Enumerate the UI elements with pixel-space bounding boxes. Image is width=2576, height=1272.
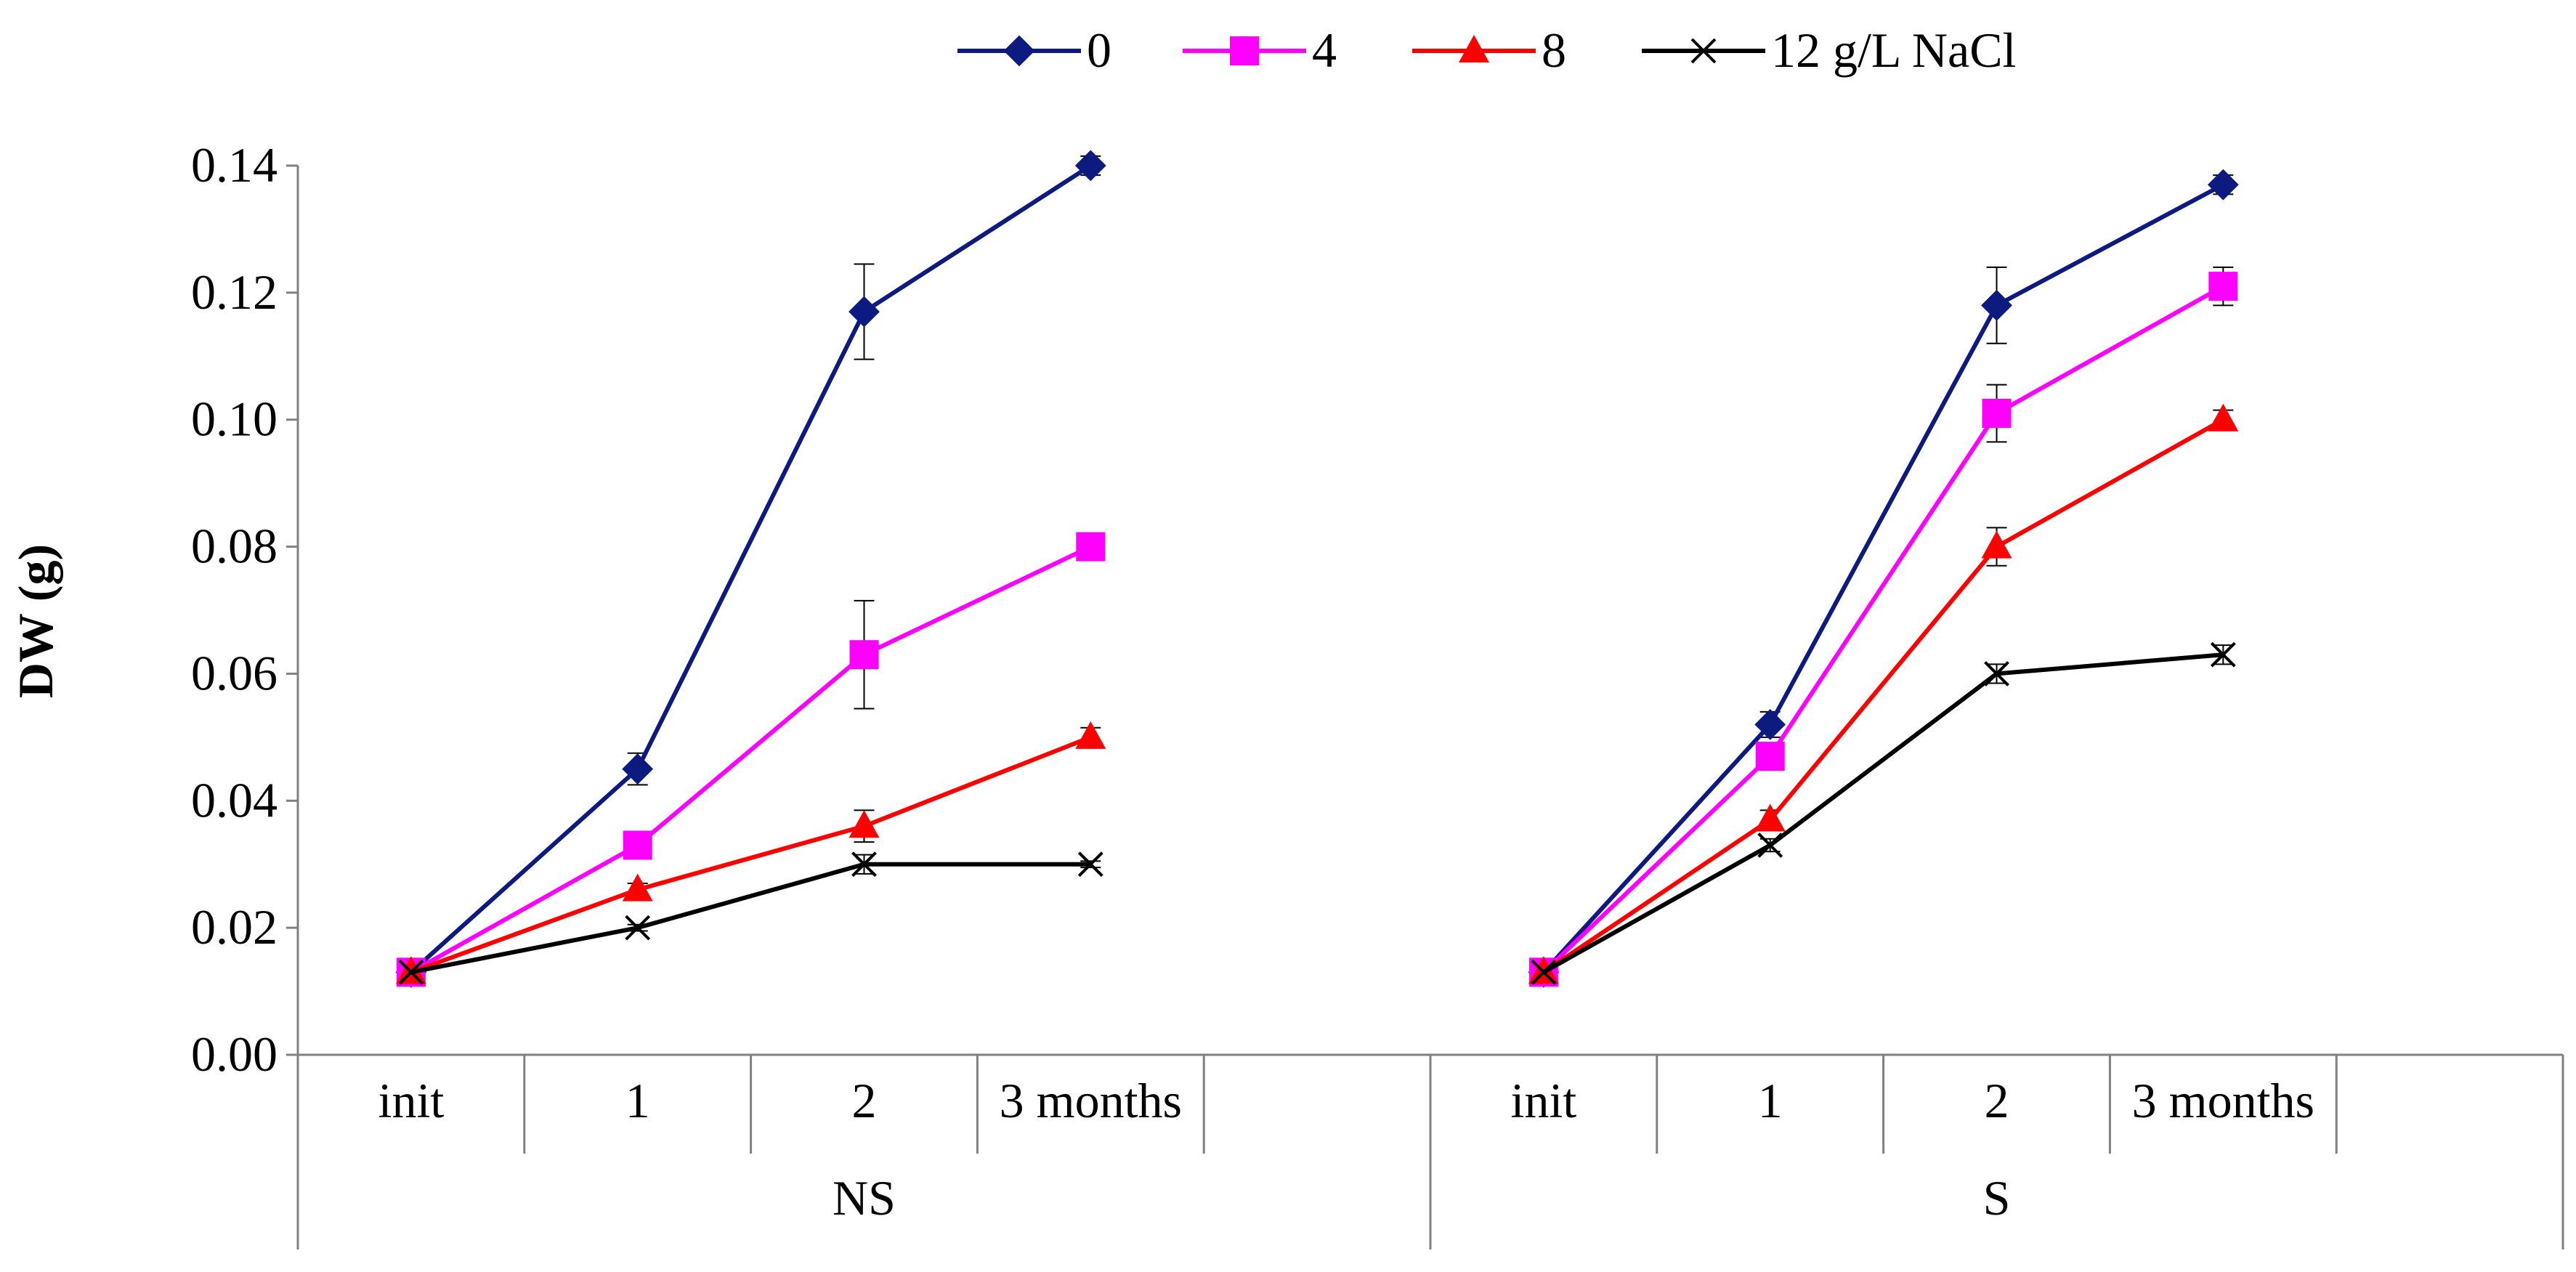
- marker-stroke: [1531, 959, 1557, 985]
- data-point: [848, 296, 880, 328]
- x-group-label: S: [1983, 1170, 2011, 1226]
- data-point: [2208, 403, 2239, 432]
- data-point: [622, 753, 654, 785]
- x-tick-label: init: [378, 1073, 445, 1128]
- data-point: [1754, 708, 1786, 740]
- legend-marker: [1230, 36, 1259, 65]
- data-point: [1077, 851, 1103, 878]
- x-group-label: NS: [833, 1170, 896, 1226]
- series-line: [1542, 418, 2224, 974]
- marker-stroke: [1757, 833, 1783, 858]
- data-point: [1075, 721, 1106, 749]
- data-point: [848, 810, 880, 838]
- data-point: [625, 915, 651, 941]
- legend-marker: [1003, 35, 1035, 67]
- series-12-g-l-nacl: [398, 641, 2236, 985]
- y-tick-label: 0.06: [191, 645, 278, 700]
- legend-item: 0: [957, 23, 1111, 78]
- legend-item: 4: [1183, 23, 1337, 78]
- data-point: [1755, 742, 1785, 771]
- data-point: [1757, 833, 1783, 858]
- legend-marker: [1459, 35, 1489, 62]
- y-axis-title: DW (g): [8, 544, 63, 698]
- data-point: [1984, 661, 2009, 686]
- data-point: [398, 959, 424, 985]
- data-point: [1981, 289, 2012, 321]
- x-tick-label: 1: [1758, 1073, 1783, 1128]
- data-point: [1981, 530, 2012, 559]
- data-point: [1076, 532, 1106, 562]
- legend-item: 12 g/L NaCl: [1642, 23, 2016, 78]
- marker-stroke: [1984, 661, 2009, 686]
- x-tick-label: 2: [852, 1073, 877, 1128]
- marker-stroke: [851, 851, 877, 878]
- series-line: [410, 862, 1091, 975]
- marker-stroke: [1077, 851, 1103, 878]
- y-tick-label: 0.00: [191, 1026, 278, 1082]
- series-line: [410, 735, 1092, 975]
- series-line: [1542, 182, 2224, 974]
- x-tick-label: 1: [625, 1073, 650, 1128]
- marker-stroke: [625, 915, 651, 941]
- data-point: [1754, 803, 1786, 832]
- data-point: [2210, 641, 2236, 668]
- y-tick-label: 0.04: [191, 772, 278, 827]
- y-tick-label: 0.12: [191, 264, 278, 320]
- series-8: [395, 403, 2239, 984]
- axes: 0.00 0.02 0.04 0.06 0.08 0.10 0.12 0.14 init 1 2 3 …: [191, 137, 2564, 1249]
- data-point: [851, 851, 877, 878]
- y-tick-label: 0.02: [191, 899, 278, 955]
- y-tick-label: 0.10: [191, 392, 278, 447]
- data-point: [1531, 959, 1557, 985]
- legend-label: 4: [1312, 23, 1337, 78]
- marker-stroke: [2210, 641, 2236, 668]
- data-point: [1982, 398, 2012, 428]
- data-point: [623, 830, 652, 860]
- legend-label: 12 g/L NaCl: [1771, 23, 2016, 78]
- series-line: [409, 163, 1092, 974]
- series-line: [410, 544, 1092, 974]
- data-point: [2208, 272, 2238, 301]
- series-line: [1542, 284, 2224, 974]
- x-tick-label: 3 months: [1000, 1073, 1182, 1128]
- data-point: [622, 873, 653, 902]
- data-point: [2207, 169, 2239, 200]
- marker-stroke: [1690, 38, 1717, 64]
- legend-label: 0: [1087, 23, 1111, 78]
- y-tick-label: 0.08: [191, 519, 278, 574]
- data-point: [849, 640, 879, 670]
- series-layer: [395, 150, 2239, 988]
- series-line: [1542, 652, 2224, 974]
- x-tick-label: init: [1511, 1073, 1577, 1128]
- legend: 0 4 8 12 g/L NaCl: [957, 23, 2016, 78]
- marker-stroke: [398, 959, 424, 985]
- series-0: [395, 150, 2239, 988]
- x-tick-label: 2: [1985, 1073, 2009, 1128]
- legend-item: 8: [1412, 23, 1566, 78]
- legend-label: 8: [1542, 23, 1566, 78]
- y-tick-label: 0.14: [191, 137, 278, 193]
- series-4: [396, 266, 2238, 987]
- legend-marker: [1690, 38, 1717, 64]
- x-tick-label: 3 months: [2132, 1073, 2314, 1128]
- data-point: [1074, 150, 1106, 182]
